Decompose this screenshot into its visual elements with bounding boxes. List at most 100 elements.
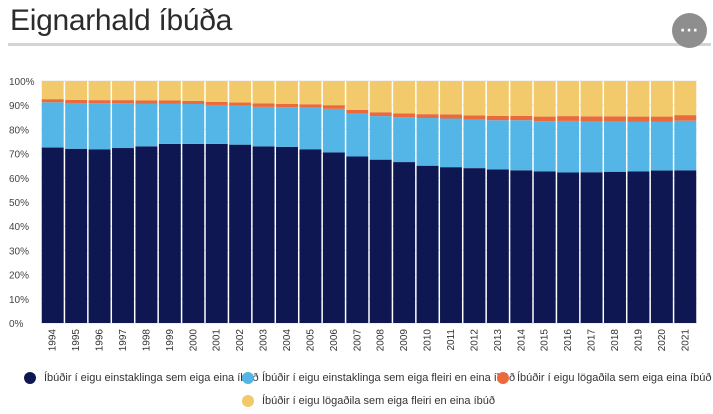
legend-label: Íbúðir í eigu lögaðila sem eiga fleiri e… [262, 395, 495, 407]
bar-segment-3 [88, 100, 111, 104]
legend-item[interactable]: Íbúðir í eigu einstaklinga sem eiga eina… [24, 372, 259, 384]
legend-label: Íbúðir í eigu einstaklinga sem eiga flei… [262, 372, 516, 384]
bar-segment-4 [65, 81, 88, 100]
x-tick-label: 2010 [423, 329, 434, 352]
legend-item[interactable]: Íbúðir í eigu einstaklinga sem eiga flei… [242, 372, 515, 384]
y-tick-label: 20% [9, 271, 29, 282]
legend-item[interactable]: Íbúðir í eigu lögaðila sem eiga eina íbú… [497, 372, 711, 384]
x-tick-label: 1999 [165, 329, 176, 352]
x-tick-label: 1994 [48, 329, 59, 352]
bar-segment-4 [486, 81, 509, 116]
bar-segment-2 [88, 103, 111, 150]
x-tick-label: 2012 [469, 329, 480, 352]
bar-segment-2 [229, 105, 252, 145]
legend-swatch [24, 372, 36, 384]
x-tick-label: 1997 [118, 329, 129, 352]
legend-item[interactable]: Íbúðir í eigu lögaðila sem eiga fleiri e… [242, 395, 495, 407]
bar-segment-4 [135, 81, 158, 101]
x-tick-label: 2007 [352, 329, 363, 352]
bar-segment-1 [229, 144, 252, 323]
x-tick-label: 2020 [657, 329, 668, 352]
bar-segment-2 [510, 120, 533, 171]
bar-segment-2 [627, 121, 650, 172]
x-tick-label: 2018 [610, 329, 621, 352]
bar-segment-3 [510, 115, 533, 121]
stacked-bar-chart: 0% 10% 20% 30% 40% 50% 60% 70% 80% 90% 100% 1994 199… [9, 77, 697, 352]
x-tick-label: 2001 [212, 329, 223, 352]
x-tick-label: 2011 [446, 329, 457, 351]
bar-segment-1 [650, 170, 673, 323]
bar-segment-1 [41, 147, 64, 323]
y-tick-label: 80% [9, 125, 29, 136]
y-tick-label: 30% [9, 246, 29, 257]
x-tick-label: 1995 [71, 329, 82, 352]
legend-swatch [242, 372, 254, 384]
bar-segment-2 [369, 116, 392, 160]
bar-segment-4 [322, 81, 345, 106]
x-tick-label: 2003 [259, 329, 270, 352]
bar-segment-2 [182, 103, 205, 144]
bar-segment-1 [369, 159, 392, 323]
bar-segment-3 [533, 116, 556, 122]
bar-segment-2 [135, 103, 158, 147]
bar-segment-3 [158, 100, 181, 104]
bar-segment-4 [182, 81, 205, 101]
bar-segment-4 [463, 81, 486, 116]
x-tick-label: 2016 [563, 329, 574, 352]
bar-segment-4 [369, 81, 392, 113]
bar-segment-3 [65, 99, 88, 104]
bar-segment-1 [299, 149, 322, 323]
legend-swatch [497, 372, 509, 384]
y-tick-label: 40% [9, 222, 29, 233]
bar-segment-1 [276, 146, 298, 323]
x-tick-label: 2015 [540, 329, 551, 352]
y-tick-label: 60% [9, 174, 29, 185]
bar-segment-3 [627, 116, 650, 122]
bar-segment-4 [158, 81, 181, 101]
bar-segment-3 [674, 115, 697, 121]
bar-segment-1 [463, 168, 486, 323]
bar-segment-2 [440, 118, 462, 168]
bar-segment-1 [580, 172, 603, 323]
bar-segment-3 [557, 116, 580, 121]
bar-segment-4 [627, 81, 650, 117]
x-tick-label: 2014 [516, 329, 527, 352]
chart-legend: Íbúðir í eigu einstaklinga sem eiga eina… [0, 362, 713, 414]
bar-segment-1 [252, 146, 275, 323]
bar-segment-3 [650, 116, 673, 122]
bar-segment-3 [276, 103, 298, 108]
x-tick-label: 2006 [329, 329, 340, 352]
bar-segment-1 [557, 172, 580, 323]
bar-segment-2 [112, 103, 134, 149]
bar-segment-2 [65, 103, 88, 149]
bar-segment-3 [369, 112, 392, 117]
bar-segment-1 [627, 171, 650, 323]
bar-segment-3 [604, 116, 626, 122]
bar-segment-3 [252, 103, 275, 107]
bar-segment-3 [182, 100, 205, 104]
bar-segment-3 [580, 116, 603, 122]
bar-segment-2 [205, 104, 228, 144]
bar-segment-1 [533, 171, 556, 323]
y-tick-label: 90% [9, 101, 29, 112]
bar-segment-1 [486, 169, 509, 323]
bar-segment-4 [229, 81, 252, 103]
bar-segment-4 [112, 81, 134, 101]
x-tick-label: 2017 [587, 329, 598, 352]
bar-segment-4 [650, 81, 673, 117]
bar-segment-4 [393, 81, 416, 114]
bar-segment-3 [229, 102, 252, 106]
bar-segment-2 [463, 119, 486, 169]
more-options-button[interactable]: ··· [672, 13, 707, 48]
x-tick-label: 2019 [633, 329, 644, 352]
bar-segment-2 [674, 120, 697, 171]
bar-segment-4 [252, 81, 275, 104]
bar-segment-4 [440, 81, 462, 115]
bar-segment-4 [557, 81, 580, 117]
bar-segment-3 [112, 100, 134, 104]
bar-segment-4 [416, 81, 439, 115]
y-tick-label: 0% [9, 319, 24, 330]
bar-segment-1 [440, 167, 462, 323]
title-divider [8, 43, 711, 46]
x-tick-label: 2009 [399, 329, 410, 352]
